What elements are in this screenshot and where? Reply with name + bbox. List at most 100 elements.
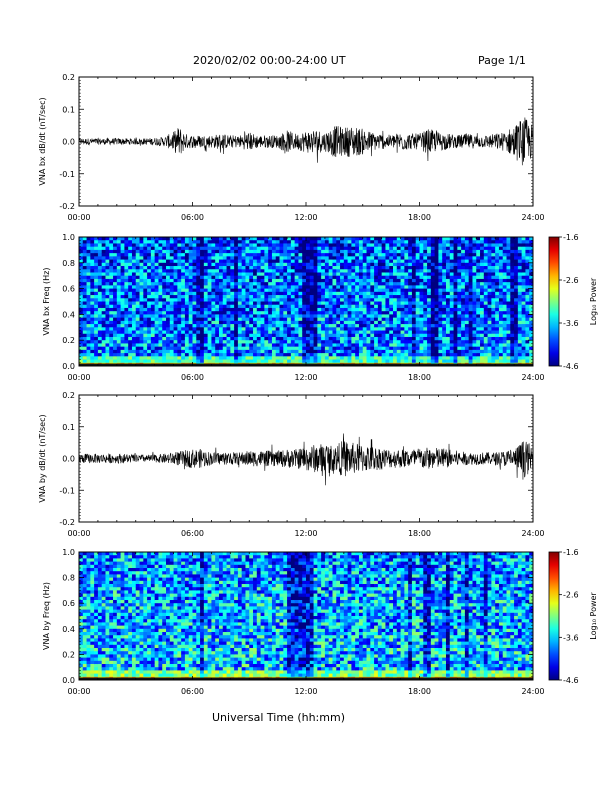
- heatmap-cell: [116, 272, 122, 277]
- heatmap-cell: [211, 246, 216, 251]
- heatmap-cell: [491, 333, 496, 338]
- heatmap-cell: [260, 291, 265, 296]
- heatmap-cell: [173, 275, 178, 280]
- heatmap-cell: [294, 349, 299, 354]
- heatmap-cell: [313, 311, 318, 315]
- heatmap-cell: [105, 359, 110, 364]
- heatmap-cell: [521, 295, 526, 299]
- heatmap-cell: [135, 272, 140, 277]
- heatmap-cell: [464, 266, 470, 270]
- heatmap-cell: [358, 256, 364, 260]
- heatmap-cell: [94, 314, 99, 319]
- heatmap-cell: [181, 353, 186, 357]
- heatmap-cell: [237, 243, 243, 248]
- heatmap-cell: [340, 262, 345, 267]
- heatmap-cell: [94, 262, 99, 267]
- heatmap-cell: [464, 343, 470, 348]
- heatmap-cell: [495, 272, 500, 277]
- heatmap-cell: [529, 333, 534, 338]
- heatmap-cell: [120, 266, 125, 270]
- heatmap-cell: [237, 288, 243, 293]
- heatmap-cell: [226, 330, 231, 335]
- heatmap-cell: [461, 259, 466, 264]
- heatmap-cell: [434, 246, 439, 251]
- heatmap-cell: [188, 237, 193, 241]
- heatmap-cell: [105, 282, 110, 286]
- heatmap-cell: [169, 285, 174, 290]
- heatmap-cell: [336, 262, 341, 267]
- heatmap-cell: [237, 359, 243, 364]
- heatmap-cell: [200, 249, 205, 254]
- heatmap-cell: [457, 324, 462, 328]
- heatmap-cell: [472, 275, 477, 280]
- heatmap-cell: [347, 269, 352, 273]
- heatmap-cell: [203, 246, 209, 251]
- heatmap-cell: [166, 301, 171, 306]
- heatmap-cell: [253, 333, 258, 338]
- heatmap-cell: [245, 243, 250, 248]
- heatmap-cell: [211, 291, 216, 296]
- heatmap-cell: [321, 288, 326, 293]
- heatmap-cell: [222, 317, 227, 322]
- heatmap-cell: [445, 262, 451, 267]
- heatmap-cell: [472, 269, 477, 273]
- heatmap-cell: [332, 282, 337, 286]
- heatmap-cell: [158, 266, 163, 270]
- heatmap-cell: [408, 327, 413, 331]
- heatmap-cell: [294, 282, 299, 286]
- heatmap-cell: [143, 314, 148, 319]
- heatmap-cell: [162, 259, 167, 264]
- heatmap-cell: [377, 320, 383, 325]
- heatmap-cell: [419, 272, 424, 277]
- heatmap-cell: [264, 237, 269, 241]
- heatmap-cell: [521, 285, 526, 290]
- heatmap-cell: [366, 320, 371, 325]
- heatmap-cell: [139, 343, 144, 348]
- heatmap-cell: [128, 349, 133, 354]
- heatmap-cell: [279, 275, 284, 280]
- heatmap-cell: [215, 317, 220, 322]
- heatmap-cell: [347, 275, 352, 280]
- heatmap-cell: [113, 311, 118, 315]
- heatmap-cell: [529, 336, 534, 341]
- heatmap-cell: [97, 262, 103, 267]
- heatmap-cell: [90, 282, 95, 286]
- heatmap-cell: [351, 333, 356, 338]
- heatmap-cell: [491, 246, 496, 251]
- heatmap-cell: [411, 307, 417, 312]
- heatmap-cell: [173, 249, 178, 254]
- heatmap-cell: [294, 243, 299, 248]
- heatmap-cell: [445, 333, 451, 338]
- heatmap-cell: [166, 349, 171, 354]
- heatmap-cell: [377, 256, 383, 260]
- heatmap-cell: [506, 359, 511, 364]
- heatmap-cell: [415, 359, 420, 364]
- heatmap-cell: [79, 324, 84, 328]
- heatmap-cell: [294, 246, 299, 251]
- heatmap-cell: [256, 285, 261, 290]
- heatmap-cell: [461, 330, 466, 335]
- heatmap-cell: [468, 237, 473, 241]
- heatmap-cell: [222, 333, 227, 338]
- heatmap-cell: [404, 256, 409, 260]
- heatmap-cell: [215, 346, 220, 351]
- heatmap-cell: [506, 330, 511, 335]
- heatmap-cell: [491, 275, 496, 280]
- heatmap-cell: [97, 282, 103, 286]
- heatmap-cell: [525, 349, 530, 354]
- heatmap-cell: [253, 269, 258, 273]
- heatmap-cell: [336, 269, 341, 273]
- heatmap-cell: [79, 262, 84, 267]
- heatmap-cell: [249, 256, 254, 260]
- heatmap-cell: [256, 278, 261, 283]
- heatmap-cell: [279, 259, 284, 264]
- heatmap-cell: [256, 240, 261, 244]
- heatmap-cell: [79, 253, 84, 257]
- heatmap-cell: [351, 324, 356, 328]
- heatmap-cell: [135, 359, 140, 364]
- heatmap-cell: [120, 340, 125, 344]
- heatmap-cell: [158, 237, 163, 241]
- heatmap-cell: [249, 275, 254, 280]
- heatmap-cell: [200, 243, 205, 248]
- heatmap-cell: [124, 269, 129, 273]
